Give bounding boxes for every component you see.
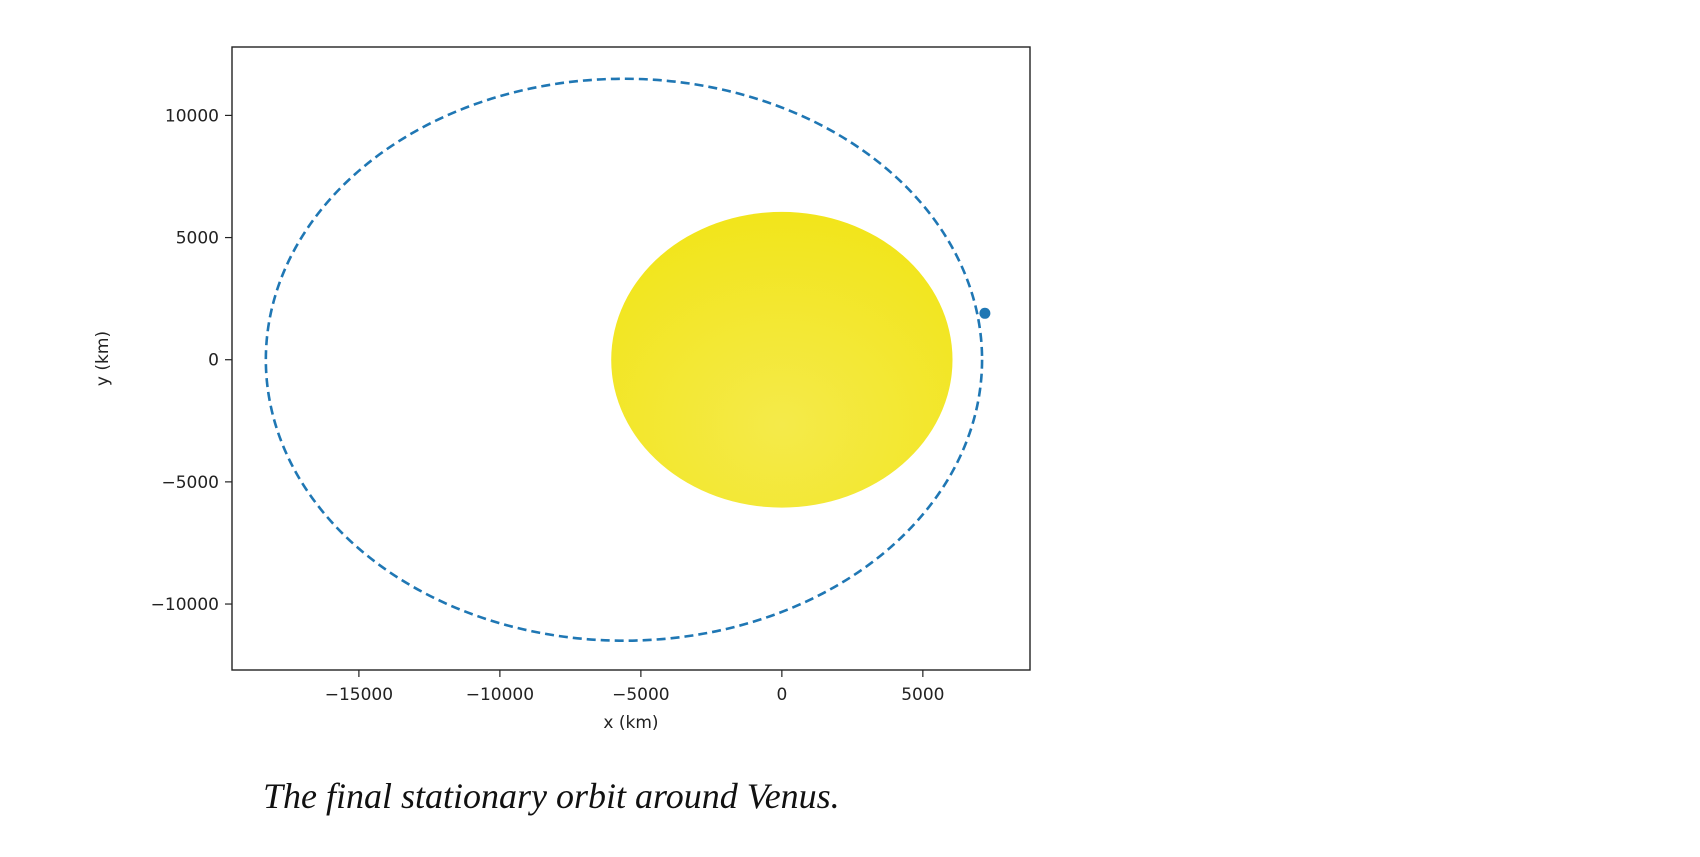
x-tick-label: 5000 xyxy=(901,685,944,705)
y-axis-label: y (km) xyxy=(93,331,113,386)
y-tick-label: −10000 xyxy=(151,595,219,615)
venus-planet-disk xyxy=(611,211,953,508)
x-tick-label: 0 xyxy=(776,685,787,705)
orbit-path xyxy=(264,77,984,642)
plot-frame xyxy=(231,46,1031,671)
x-tick-label: −10000 xyxy=(466,685,534,705)
x-tick-label: −5000 xyxy=(612,685,670,705)
spacecraft-point xyxy=(979,307,991,319)
y-tick-label: 5000 xyxy=(176,229,219,249)
axes: −15000 −10000 −5000 0 5000 −10000 −5000 0 5000 10… xyxy=(93,46,1031,733)
y-tick-label: −5000 xyxy=(161,473,219,493)
x-axis-label: x (km) xyxy=(603,713,658,733)
x-tick-label: −15000 xyxy=(325,685,393,705)
plot-area xyxy=(264,77,991,642)
y-tick-label: 10000 xyxy=(165,106,219,126)
figure-caption: The final stationary orbit around Venus. xyxy=(263,776,840,816)
y-tick-label: 0 xyxy=(208,351,219,371)
